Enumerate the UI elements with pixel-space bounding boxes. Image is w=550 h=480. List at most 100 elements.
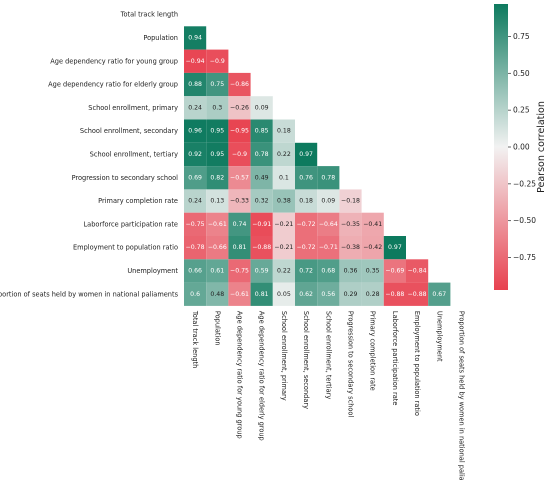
cell-value-label: 0.62	[299, 291, 313, 298]
cell-value-label: 0.81	[233, 244, 247, 251]
cell-value-label: 0.85	[255, 128, 269, 135]
cell-value-label: 0.38	[277, 198, 291, 205]
heatmap-cell	[206, 96, 229, 120]
y-tick-label: School enrollment, primary	[88, 104, 178, 112]
heatmap-cell	[406, 282, 429, 306]
heatmap-cell	[184, 49, 207, 73]
cell-value-label: −0.61	[208, 221, 227, 228]
heatmap-cell	[206, 166, 229, 190]
cell-value-label: −0.42	[363, 244, 382, 251]
heatmap-cells: 0.94 −0.94 −0.9 0.88 0.75 −0.86 0.24 0.3 −0.26 0.…	[184, 26, 451, 306]
heatmap-cell	[250, 189, 273, 213]
x-tick-label: Population	[213, 311, 221, 346]
heatmap-cell	[317, 282, 340, 306]
cell-value-label: 0.92	[188, 151, 202, 158]
cell-value-label: −0.57	[230, 174, 249, 181]
cell-value-label: −0.21	[274, 221, 293, 228]
cell-value-label: 0.29	[344, 291, 358, 298]
cell-value-label: −0.78	[186, 244, 205, 251]
cell-value-label: −0.35	[341, 221, 360, 228]
heatmap-cell	[295, 166, 318, 190]
y-axis-labels: Total track length Population Age dependen…	[0, 11, 179, 299]
heatmap-cell	[228, 259, 251, 283]
heatmap-cell	[339, 189, 362, 213]
cell-value-label: −0.61	[230, 291, 249, 298]
cell-value-label: 0.81	[255, 291, 269, 298]
heatmap-cell	[339, 212, 362, 236]
cell-value-label: 0.69	[188, 174, 202, 181]
colorbar-tick-label: 0.00	[513, 143, 530, 152]
cell-value-label: 0.67	[432, 291, 446, 298]
heatmap-cell	[184, 119, 207, 143]
heatmap-cell	[272, 259, 295, 283]
cell-value-label: −0.86	[230, 81, 249, 88]
x-tick-label: Age dependency ratio for elderly group	[258, 311, 266, 441]
cell-value-label: 0.05	[277, 291, 291, 298]
heatmap-cell	[361, 259, 384, 283]
heatmap-cell	[206, 119, 229, 143]
heatmap-cell	[250, 236, 273, 260]
cell-value-label: 0.94	[188, 34, 202, 41]
heatmap-cell	[184, 236, 207, 260]
heatmap-cell	[206, 282, 229, 306]
cell-value-label: 0.97	[299, 151, 313, 158]
cell-value-label: −0.26	[230, 104, 249, 111]
x-tick-label: Unemployment	[435, 311, 443, 362]
cell-value-label: −0.91	[252, 221, 271, 228]
y-tick-label: Progression to secondary school	[72, 174, 179, 182]
heatmap-cell	[228, 142, 251, 167]
heatmap-cell	[361, 236, 384, 260]
heatmap-cell	[250, 119, 273, 143]
heatmap-cell	[295, 236, 318, 260]
cell-value-label: −0.38	[341, 244, 360, 251]
heatmap-cell	[272, 166, 295, 190]
heatmap-cell	[228, 189, 251, 213]
heatmap-cell	[250, 282, 273, 306]
cell-value-label: −0.72	[297, 221, 316, 228]
cell-value-label: 0.76	[299, 174, 313, 181]
cell-value-label: 0.22	[277, 267, 291, 274]
cell-value-label: 0.75	[210, 81, 224, 88]
cell-value-label: 0.72	[299, 267, 313, 274]
cell-value-label: −0.88	[252, 244, 271, 251]
cell-value-label: 0.82	[210, 174, 224, 181]
cell-value-label: 0.1	[279, 174, 289, 181]
heatmap-cell	[383, 236, 406, 260]
heatmap-cell	[206, 236, 229, 260]
heatmap-cell	[272, 142, 295, 167]
cell-value-label: 0.95	[210, 151, 224, 158]
cell-value-label: −0.69	[385, 267, 404, 274]
heatmap-cell	[295, 142, 318, 167]
y-tick-label: Age dependency ratio for elderly group	[48, 81, 178, 89]
heatmap-cell	[250, 259, 273, 283]
heatmap-cell	[184, 282, 207, 306]
cell-value-label: 0.18	[277, 128, 291, 135]
heatmap-cell	[228, 96, 251, 120]
x-tick-label: School enrollment, secondary	[302, 311, 310, 409]
y-tick-label: Proportion of seats held by women in nat…	[0, 290, 179, 298]
cell-value-label: −0.64	[319, 221, 338, 228]
colorbar-tick-label: −0.25	[513, 179, 536, 188]
cell-value-label: −0.88	[408, 291, 427, 298]
heatmap-cell	[228, 166, 251, 190]
heatmap-cell	[206, 259, 229, 283]
cell-value-label: 0.6	[190, 291, 200, 298]
x-tick-label: Employment to population ratio	[413, 311, 421, 416]
cell-value-label: −0.9	[232, 151, 247, 158]
y-tick-label: Age dependency ratio for young group	[50, 57, 178, 65]
heatmap-cell	[272, 236, 295, 260]
heatmap-cell	[184, 212, 207, 236]
colorbar: 0.75 0.50 0.25 0.00 −0.25 −0.50 −0.75 Pearson …	[494, 4, 547, 290]
heatmap-cell	[250, 212, 273, 236]
cell-value-label: 0.78	[321, 174, 335, 181]
cell-value-label: 0.24	[188, 104, 202, 111]
cell-value-label: 0.68	[321, 267, 335, 274]
cell-value-label: 0.3	[212, 104, 222, 111]
heatmap-cell	[206, 189, 229, 213]
cell-value-label: 0.32	[255, 198, 269, 205]
x-tick-label: School enrollment, primary	[280, 311, 288, 401]
heatmap-cell	[317, 259, 340, 283]
heatmap-cell	[272, 212, 295, 236]
heatmap-cell	[206, 72, 229, 97]
